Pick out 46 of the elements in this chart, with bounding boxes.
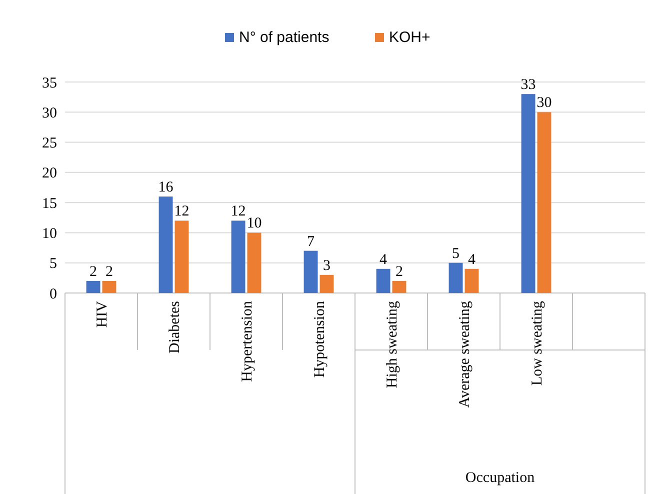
data-label: 7 [307,234,316,250]
x-tick-label: HIV [94,300,110,328]
bar [464,268,479,293]
y-tick-label: 15 [42,196,57,212]
bar [102,280,116,293]
bar [537,112,552,293]
bar [247,232,262,293]
y-tick-label: 5 [50,256,57,272]
data-label: 4 [380,252,388,268]
y-tick-label: 25 [42,136,57,152]
x-tick-label: Hypotension [312,300,328,378]
x-tick-label: High sweating [384,300,400,388]
data-label: 30 [536,95,552,112]
text: Occupation [465,470,536,486]
x-tick-label: Low sweating [529,300,546,386]
data-label: 10 [246,216,262,232]
bar [86,280,100,293]
bar [304,250,318,293]
data-label: 12 [174,204,190,220]
legend-label: KOH+ [389,29,431,46]
bar [521,94,536,293]
y-tick-label: 10 [42,226,57,242]
bar [158,196,173,293]
x-tick-label: Diabetes [166,300,183,354]
y-tick-label: 20 [42,166,57,182]
bar [231,220,246,293]
legend-label: N° of patients [239,29,330,46]
data-label: 33 [520,77,536,94]
bar [174,220,189,293]
data-label: 4 [468,252,476,268]
bar [448,262,463,293]
bar [376,268,390,293]
y-tick-label: 35 [42,75,57,92]
bar [320,274,334,293]
data-label: 2 [395,264,403,280]
data-label: 2 [105,264,113,280]
data-label: 12 [230,204,246,220]
data-label: 3 [322,258,330,274]
x-tick-label: Average sweating [456,300,473,408]
y-tick-label: 0 [50,286,57,302]
data-label: 5 [452,246,460,262]
y-tick-label: 30 [42,105,57,122]
x-tick-label: Hypertension [239,300,256,382]
data-label: 16 [158,180,174,196]
data-label: 2 [90,264,98,280]
bar [392,280,406,293]
